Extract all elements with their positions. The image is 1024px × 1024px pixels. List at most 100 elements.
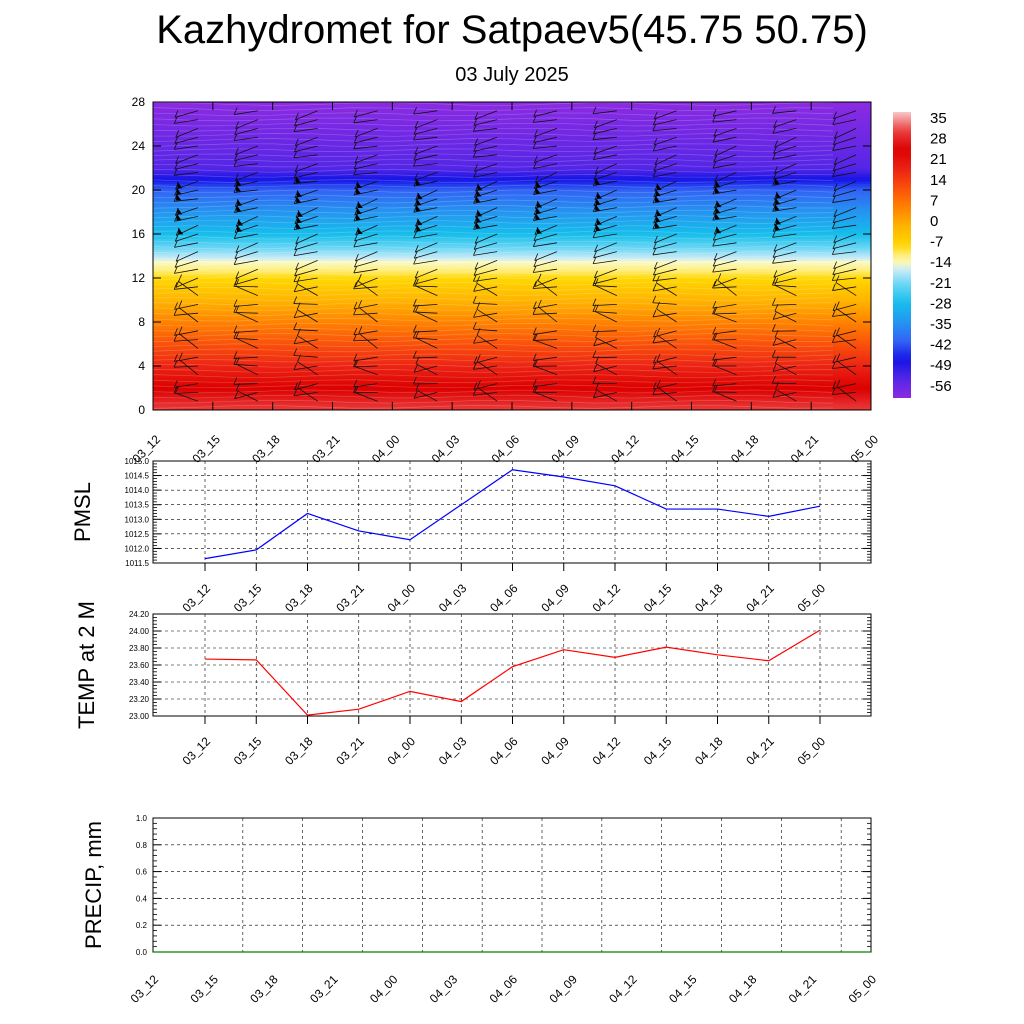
wind-barb-flag (293, 124, 298, 132)
wind-barb (414, 145, 438, 155)
wind-barb (832, 224, 857, 229)
wind-barb (358, 332, 378, 349)
wind-barb (713, 154, 737, 163)
wind-barb-flag (594, 270, 598, 278)
wind-barb (234, 392, 258, 399)
wind-barb (833, 163, 857, 171)
wind-barb-flag (771, 350, 776, 358)
x-tick-label: 03_12 (128, 972, 162, 1006)
heatmap-band (153, 190, 871, 193)
contour-line (153, 225, 834, 230)
heatmap-band (153, 216, 871, 220)
wind-barb (474, 260, 498, 270)
wind-barb-flag (831, 247, 836, 255)
heatmap-band (153, 245, 871, 248)
y-tick-label: 1013.5 (125, 501, 150, 510)
x-tick-label: 05_00 (846, 972, 880, 1006)
wind-barb (413, 180, 438, 187)
wind-barb (712, 268, 737, 273)
wind-barb-flag (354, 129, 359, 138)
heatmap-field (153, 102, 871, 410)
wind-barb (236, 389, 259, 402)
wind-barb-flag (174, 240, 178, 248)
wind-barb-flag (652, 295, 657, 303)
heatmap-band (153, 214, 871, 217)
wind-barb (413, 392, 438, 399)
x-tick-label: 04_12 (590, 734, 624, 768)
wind-barb (534, 339, 558, 349)
wind-barb (353, 119, 378, 124)
wind-barb-flag (656, 379, 661, 388)
wind-barb-pennant (595, 177, 601, 185)
contour-line (153, 251, 834, 255)
heatmap-band (153, 368, 871, 371)
wind-barb-flag (832, 303, 837, 311)
y-tick-label: 23.40 (129, 678, 150, 687)
wind-barb-flag (592, 106, 597, 114)
wind-barb (413, 311, 438, 314)
wind-barb-flag (234, 277, 239, 285)
colorbar-label: 28 (930, 131, 947, 148)
wind-barb-flag (178, 352, 183, 360)
x-tick-label: 04_06 (487, 972, 521, 1006)
wind-barb-flag (353, 135, 358, 144)
contour-line (153, 297, 834, 301)
wind-barb (832, 277, 857, 281)
wind-barb-flag (532, 115, 537, 123)
contour-line (153, 394, 834, 399)
y-tick-label: 0 (138, 403, 145, 417)
heatmap-band (153, 247, 871, 250)
wind-barb (533, 330, 558, 335)
wind-barb (474, 163, 498, 172)
heatmap-band (153, 234, 871, 237)
wind-barb-flag (472, 321, 477, 330)
wind-barb-flag (473, 310, 477, 318)
wind-barb-flag (233, 133, 238, 141)
contour-line (153, 168, 834, 173)
heatmap-band (153, 251, 871, 255)
heatmap-band (153, 370, 871, 374)
wind-barbs (173, 106, 857, 402)
wind-barb-pennant (775, 197, 781, 205)
wind-barb (235, 311, 258, 323)
wind-barb (775, 362, 797, 376)
wind-barb-flag (235, 279, 240, 287)
contour-line (153, 379, 834, 384)
wind-barb (533, 216, 558, 221)
wind-barb-flag (832, 267, 837, 275)
wind-barb (294, 312, 318, 319)
wind-barb-flag (836, 379, 841, 387)
wind-barb-pennant (774, 177, 780, 185)
heatmap-band (153, 264, 871, 268)
wind-barb-flag (235, 121, 239, 129)
wind-barb (833, 207, 857, 217)
heatmap-band (153, 394, 871, 398)
wind-barb (534, 391, 558, 402)
heatmap-band (153, 330, 871, 334)
wind-barb (415, 311, 438, 323)
wind-barb (354, 136, 378, 144)
wind-barb (712, 163, 737, 169)
heatmap-band (153, 300, 871, 303)
heatmap-band (153, 115, 871, 118)
wind-barb (293, 180, 318, 185)
wind-barb (593, 172, 617, 181)
wind-barb (413, 207, 438, 213)
wind-barb (594, 163, 618, 175)
heatmap-band (153, 352, 871, 356)
contour-line (153, 179, 834, 183)
wind-barb (832, 356, 857, 363)
wind-barb-flag (293, 284, 298, 292)
wind-barb-flag (532, 353, 537, 361)
x-tick-label: 04_18 (692, 734, 726, 768)
y-axis-label: TEMP at 2 M (74, 601, 99, 729)
wind-barb-flag (652, 273, 657, 282)
wind-barb (473, 356, 498, 364)
wind-barb (174, 304, 199, 310)
colorbar-label: 21 (930, 151, 947, 168)
heatmap-band (153, 121, 871, 125)
wind-barb (473, 302, 498, 305)
wind-barb (772, 339, 797, 346)
wind-barb (174, 392, 199, 394)
colorbar-bar (893, 112, 911, 398)
